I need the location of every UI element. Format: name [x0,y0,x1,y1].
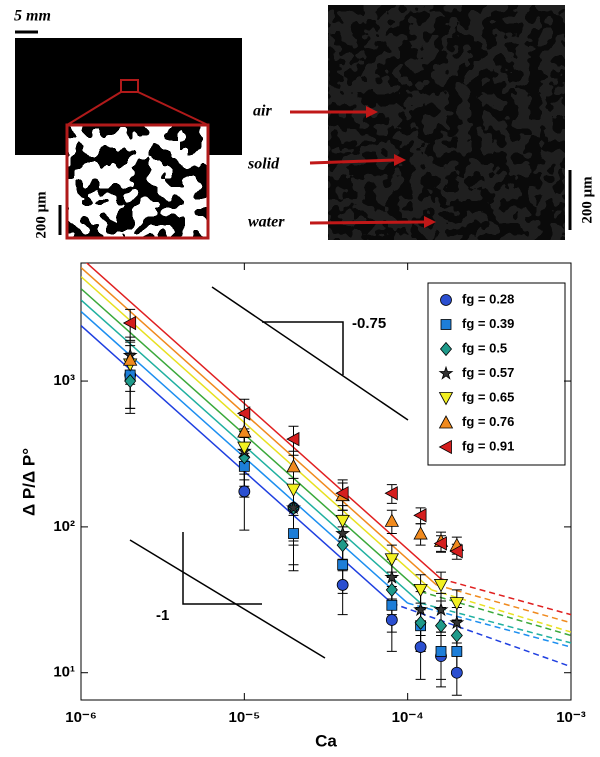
fit-line-dashed [420,590,571,637]
phase-label: water [248,214,285,231]
marker [286,500,301,515]
marker [122,352,138,366]
marker [449,544,463,559]
marker [433,536,447,551]
y-tick-label: 10² [53,518,75,535]
x-tick-label: 10⁻⁶ [65,709,97,726]
fit-line [81,288,422,593]
fit-line-dashed [407,602,571,648]
marker [337,559,349,571]
marker [236,406,251,421]
marker [384,486,398,501]
marker [238,485,251,498]
marker [413,602,429,617]
legend-marker [440,294,452,306]
marker [124,373,137,389]
legend-marker [438,415,454,429]
marker [413,508,427,523]
legend-label: fg = 0.57 [462,365,514,380]
legend-label: fg = 0.65 [462,389,514,404]
y-axis-label: Δ P/Δ P° [19,448,38,516]
marker [286,431,300,447]
slope-guides [129,286,409,659]
x-axis-label: Ca [315,731,337,750]
marker [386,599,398,611]
marker [435,646,447,657]
annotation: -1 [156,607,169,624]
marker [122,315,137,331]
marker [433,602,449,617]
legend-marker [439,341,453,357]
marker [384,513,400,527]
marker [286,459,301,473]
marker [237,424,252,438]
scale-label: 200 μm [33,191,49,239]
marker [414,615,427,630]
marker [384,553,400,567]
y-tick-label: 10¹ [53,664,75,681]
marker [413,583,428,598]
marker [336,537,349,553]
phase-label: solid [247,156,280,173]
right-image [290,5,572,240]
marker [450,628,463,643]
legend-label: fg = 0.91 [462,438,514,453]
fit-line [81,267,437,586]
marker [385,614,398,626]
marker [449,614,465,630]
annotation: -0.75 [352,315,386,332]
legend-marker [440,319,452,330]
marker [286,483,301,498]
fit-line [81,276,433,591]
legend-label: fg = 0.28 [462,291,514,306]
fit-line-dashed [440,578,571,616]
marker [237,441,252,455]
marker [433,579,449,593]
marker [450,666,463,679]
legend-label: fg = 0.5 [462,340,507,355]
y-tick-label: 10³ [53,372,75,389]
legend [427,282,566,466]
marker [335,525,351,540]
plot-content [81,263,571,696]
x-tick-label: 10⁻⁴ [392,709,424,726]
legend-marker [438,392,454,406]
fit-line-dashed [431,589,571,633]
phase-label: air [253,103,272,120]
scale-label: 200 μm [579,176,595,224]
marker [414,641,427,653]
marker [336,579,349,591]
marker [385,582,398,597]
marker [449,597,465,611]
x-tick-label: 10⁻⁵ [229,709,261,726]
marker [288,528,299,539]
scale-label: 5 mm [14,8,51,25]
fit-line [85,263,442,580]
marker [384,569,400,584]
left-image [15,30,242,240]
marker [451,646,463,657]
legend-marker [438,365,454,380]
legend-marker [438,439,452,455]
marker [335,486,349,501]
legend-label: fg = 0.76 [462,414,514,429]
fit-line-dashed [391,602,571,668]
fit-line [81,299,422,604]
marker [434,618,448,633]
marker [335,514,350,529]
fit-line-dashed [436,584,571,624]
fit-line-dashed [420,602,571,644]
marker [413,526,428,540]
legend-label: fg = 0.39 [462,316,514,331]
x-tick-label: 10⁻³ [556,709,586,726]
